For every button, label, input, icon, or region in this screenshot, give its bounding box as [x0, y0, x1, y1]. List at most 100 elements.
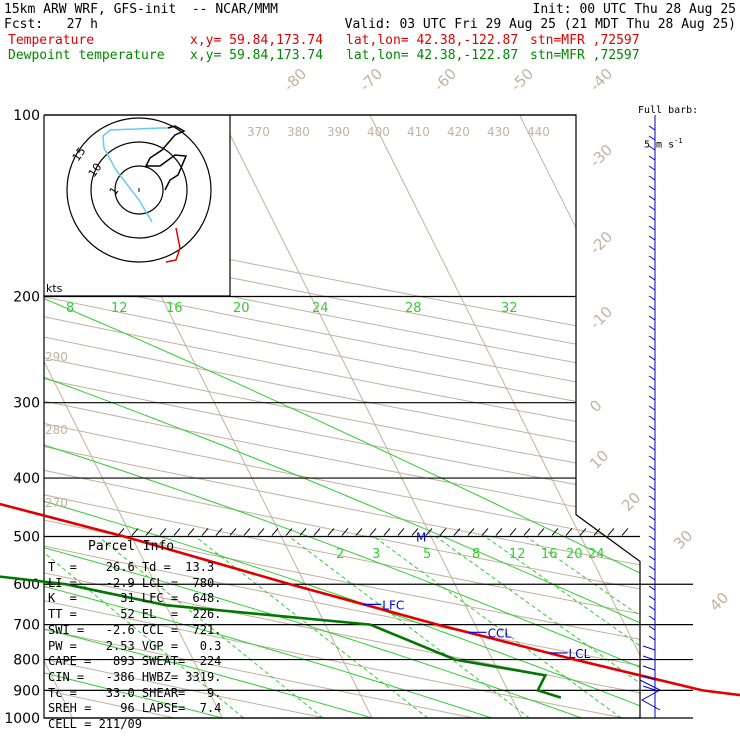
isotherm-label: -40 [586, 65, 616, 95]
lifting-tick [327, 528, 335, 536]
lifting-tick [411, 528, 419, 536]
isotherm-label: -60 [430, 65, 460, 95]
wind-barb [648, 235, 656, 241]
model-title: 15km ARW WRF, GFS-init -- NCAR/MMM [4, 2, 278, 17]
lifting-tick [551, 528, 559, 536]
lifting-tick [537, 528, 545, 536]
theta-labels: 370 380 390 400 410 420 430 440 290 280 270 [45, 125, 550, 510]
lifting-tick [369, 528, 377, 536]
wind-barb [648, 355, 656, 361]
wind-barb [648, 425, 656, 431]
lifting-tick [285, 528, 293, 536]
wind-barb [648, 515, 656, 521]
isotherm-label: -20 [586, 228, 616, 258]
lifting-tick [383, 528, 391, 536]
dry-adiabat [44, 115, 640, 718]
dry-adiabat [44, 115, 640, 718]
annotation-m: M [416, 530, 426, 544]
hodograph-unit-label: kts [46, 282, 63, 295]
wind-barb [648, 535, 656, 541]
lifting-tick [271, 528, 279, 536]
mixing-ratio-line [97, 536, 324, 718]
theta-label-top: 430 [487, 125, 510, 139]
theta-label-left: 270 [45, 496, 68, 510]
wind-barb [648, 125, 656, 131]
lifting-tick [523, 528, 531, 536]
sounding-series [0, 502, 740, 699]
mixing-ratio-label-upper: 28 [405, 301, 422, 316]
dry-adiabat [44, 115, 640, 718]
wind-barb [648, 155, 656, 161]
mixing-ratio-label-lower: 3 [372, 547, 380, 562]
lifting-tick [453, 528, 461, 536]
wind-barb [648, 465, 656, 471]
wind-barb [648, 295, 656, 301]
pressure-label: 1000 [4, 711, 40, 727]
lifting-tick [131, 528, 139, 536]
isotherm-line [219, 115, 523, 718]
lifting-tick [565, 528, 573, 536]
lifting-tick [425, 528, 433, 536]
moist-adiabat [44, 374, 223, 718]
pressure-label: 100 [13, 108, 40, 124]
temperature-xy: x,y= 59.84,173.74 [190, 33, 324, 48]
wind-barb [648, 345, 656, 351]
wind-barb-title-line2: 5 m s-1 [638, 136, 698, 150]
wind-barb [648, 145, 656, 151]
hodograph-wind-trace [102, 127, 168, 223]
wind-barb [648, 605, 656, 611]
wind-barb [648, 205, 656, 211]
dry-adiabat [44, 115, 640, 718]
pressure-label: 800 [13, 653, 40, 669]
lifting-tick [313, 528, 321, 536]
wind-barb-unit-exponent: -1 [674, 137, 683, 145]
lifting-tick [145, 528, 153, 536]
lifting-tick [579, 528, 587, 536]
isotherm-label: 30 [670, 527, 696, 553]
wind-barb-title: Full barb: 5 m s-1 [638, 86, 698, 170]
wind-barb [648, 185, 656, 191]
forecast-hour: Fcst: 27 h [4, 17, 98, 32]
mixing-ratio-label-upper: 32 [501, 301, 518, 316]
hodograph-panel [44, 115, 230, 296]
temperature-station: stn=MFR ,72597 [530, 33, 640, 48]
annotation-lfc: LFC [382, 598, 404, 612]
parcel-info-row: K = 31 LFC = 648. [48, 591, 222, 606]
dry-adiabat [44, 115, 475, 718]
pressure-label: 500 [13, 529, 40, 545]
wind-barb [642, 645, 656, 651]
wind-barb [648, 285, 656, 291]
parcel-info-row: SWI = -2.6 CCL = 721. [48, 622, 222, 637]
wind-barb-title-line1: Full barb: [638, 105, 699, 116]
moist-adiabat [44, 321, 373, 718]
temperature-line [0, 502, 740, 697]
wind-barb [648, 445, 656, 451]
temperature-legend-label: Temperature [8, 33, 95, 48]
theta-label-top: 400 [367, 125, 390, 139]
wind-barb [648, 495, 656, 501]
mixing-ratio-label-upper: 24 [312, 301, 329, 316]
hodograph-ring [66, 117, 212, 263]
theta-label-top: 440 [527, 125, 550, 139]
dewpoint-latlon: lat,lon= 42.38,-122.87 [346, 48, 519, 63]
lifting-tick [509, 528, 517, 536]
wind-barb [642, 665, 656, 671]
parcel-info-row: CELL = 211/09 [48, 717, 142, 731]
lifting-tick [439, 528, 447, 536]
mixing-ratio-label-lower: 16 [541, 547, 558, 562]
parcel-info-row: Tc = 33.0 SHEAR= 9. [48, 685, 222, 700]
valid-time: Valid: 03 UTC Fri 29 Aug 25 (21 MDT Thu … [344, 17, 736, 32]
wind-barb [648, 595, 656, 601]
wind-barb [648, 575, 656, 581]
wind-barb [642, 655, 656, 661]
pressure-label: 700 [13, 618, 40, 634]
moist-adiabat [44, 296, 492, 718]
mixing-ratio-label-lower: 20 [566, 547, 583, 562]
mixing-ratio-label-upper: 20 [233, 301, 250, 316]
wind-barb [648, 225, 656, 231]
dewpoint-xy: x,y= 59.84,173.74 [190, 48, 324, 63]
wind-barb [648, 475, 656, 481]
lifting-tick [397, 528, 405, 536]
